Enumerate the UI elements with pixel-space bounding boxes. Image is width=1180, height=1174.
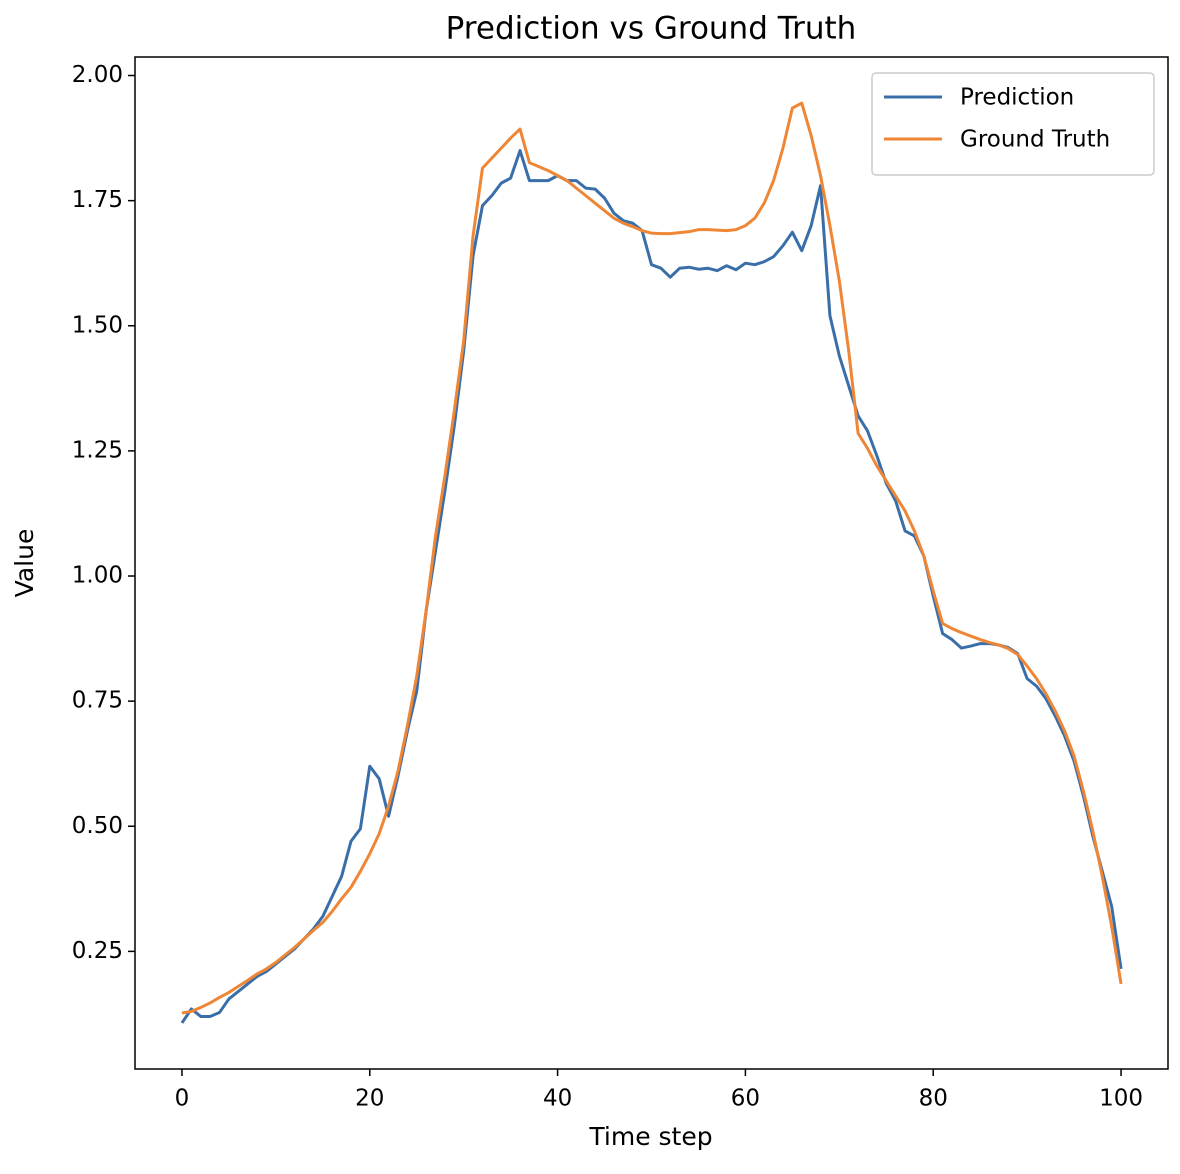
x-tick-label: 20 (355, 1086, 384, 1112)
x-axis-label: Time step (588, 1122, 712, 1151)
legend-label: Ground Truth (960, 127, 1110, 153)
x-tick-label: 40 (543, 1086, 572, 1112)
y-tick-label: 0.50 (72, 813, 123, 839)
y-tick-label: 2.00 (72, 62, 123, 88)
x-tick-label: 100 (1099, 1086, 1143, 1112)
legend-label: Prediction (960, 85, 1074, 111)
chart-title: Prediction vs Ground Truth (446, 11, 857, 47)
x-tick-label: 60 (731, 1086, 760, 1112)
x-tick-label: 80 (919, 1086, 948, 1112)
series-line (180, 149, 1123, 1024)
x-tick-label: 0 (175, 1086, 190, 1112)
y-tick-label: 1.75 (72, 187, 123, 213)
y-axis-label: Value (10, 529, 39, 598)
y-tick-label: 1.25 (72, 437, 123, 463)
plot-frame (134, 56, 1169, 1070)
legend-box (871, 72, 1155, 176)
series-line (181, 101, 1123, 1015)
y-tick-label: 0.75 (72, 688, 123, 714)
y-tick-label: 1.50 (72, 312, 123, 338)
y-tick-label: 0.25 (72, 938, 123, 964)
y-tick-label: 1.00 (72, 563, 123, 589)
